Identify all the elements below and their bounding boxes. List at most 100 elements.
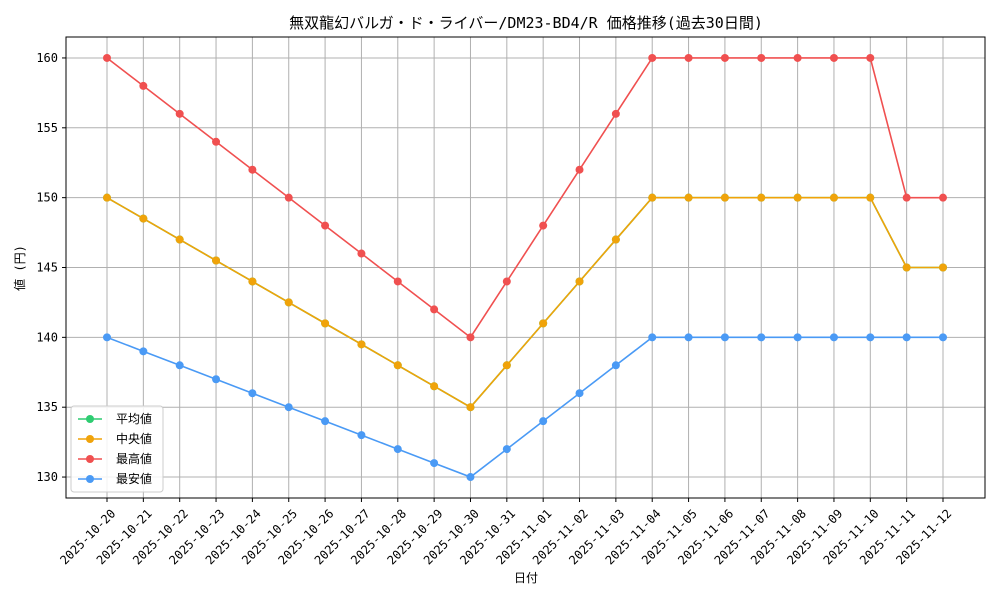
data-point: [720, 193, 729, 202]
data-point: [575, 389, 584, 398]
data-point: [248, 277, 257, 286]
series-group: [103, 53, 947, 482]
data-point: [539, 319, 548, 328]
legend-label: 最高値: [116, 451, 152, 466]
y-tick-label: 140: [36, 330, 58, 344]
data-point: [793, 333, 802, 342]
data-point: [829, 53, 838, 62]
data-point: [248, 165, 257, 174]
y-axis-label: 値 (円): [12, 245, 27, 291]
data-point: [357, 431, 366, 440]
data-point: [103, 333, 111, 342]
data-point: [539, 417, 548, 426]
legend-marker: [86, 415, 94, 423]
y-axis: 130 135 140 145 150 155 160: [36, 51, 66, 484]
data-point: [284, 403, 293, 412]
data-point: [902, 193, 911, 202]
data-point: [502, 277, 511, 286]
data-point: [248, 389, 257, 398]
data-point: [648, 193, 657, 202]
data-point: [684, 53, 693, 62]
data-point: [866, 53, 875, 62]
data-point: [502, 361, 511, 370]
chart-title: 無双龍幻バルガ・ド・ライバー/DM23-BD4/R 価格推移(過去30日間): [289, 14, 763, 32]
data-point: [321, 221, 330, 230]
y-tick-label: 130: [36, 470, 58, 484]
data-point: [430, 459, 439, 468]
grid: [66, 37, 985, 498]
data-point: [939, 333, 947, 342]
data-point: [611, 109, 620, 118]
data-point: [393, 445, 402, 454]
data-point: [611, 361, 620, 370]
data-point: [103, 193, 111, 202]
x-axis: 2025-10-202025-10-212025-10-222025-10-23…: [57, 498, 954, 567]
data-point: [939, 263, 947, 272]
data-point: [357, 340, 366, 349]
data-point: [393, 361, 402, 370]
series-2: [103, 53, 947, 342]
data-point: [866, 193, 875, 202]
series-line: [106, 57, 943, 339]
data-point: [139, 81, 148, 90]
series-3: [103, 333, 947, 482]
series-line: [106, 196, 943, 409]
data-point: [466, 473, 475, 482]
data-point: [829, 193, 838, 202]
data-point: [720, 53, 729, 62]
legend-label: 最安値: [116, 471, 152, 486]
data-point: [357, 249, 366, 258]
data-point: [103, 53, 111, 62]
data-point: [902, 263, 911, 272]
data-point: [212, 137, 221, 146]
data-point: [793, 53, 802, 62]
series-line: [106, 336, 943, 478]
data-point: [829, 333, 838, 342]
data-point: [720, 333, 729, 342]
data-point: [321, 319, 330, 328]
data-point: [430, 305, 439, 314]
data-point: [502, 445, 511, 454]
data-point: [393, 277, 402, 286]
series-line: [106, 196, 943, 409]
data-point: [684, 193, 693, 202]
data-point: [212, 256, 221, 265]
legend-label: 中央値: [116, 431, 152, 446]
y-tick-label: 155: [36, 121, 58, 135]
data-point: [175, 109, 184, 118]
data-point: [466, 333, 475, 342]
data-point: [139, 347, 148, 356]
data-point: [139, 214, 148, 223]
data-point: [539, 221, 548, 230]
data-point: [866, 333, 875, 342]
series-1: [103, 193, 947, 412]
data-point: [575, 277, 584, 286]
x-axis-label: 日付: [514, 571, 538, 585]
data-point: [648, 53, 657, 62]
data-point: [284, 298, 293, 307]
y-tick-label: 150: [36, 191, 58, 205]
data-point: [284, 193, 293, 202]
data-point: [684, 333, 693, 342]
data-point: [430, 382, 439, 391]
data-point: [466, 403, 475, 412]
y-tick-label: 145: [36, 261, 58, 275]
data-point: [321, 417, 330, 426]
data-point: [648, 333, 657, 342]
y-tick-label: 160: [36, 51, 58, 65]
data-point: [212, 375, 221, 384]
y-tick-label: 135: [36, 400, 58, 414]
legend-marker: [86, 475, 94, 483]
data-point: [575, 165, 584, 174]
legend-box: [70, 405, 164, 493]
legend-label: 平均値: [116, 411, 152, 426]
data-point: [793, 193, 802, 202]
data-point: [175, 361, 184, 370]
data-point: [757, 193, 766, 202]
data-point: [902, 333, 911, 342]
data-point: [175, 235, 184, 244]
legend-marker: [86, 455, 94, 463]
